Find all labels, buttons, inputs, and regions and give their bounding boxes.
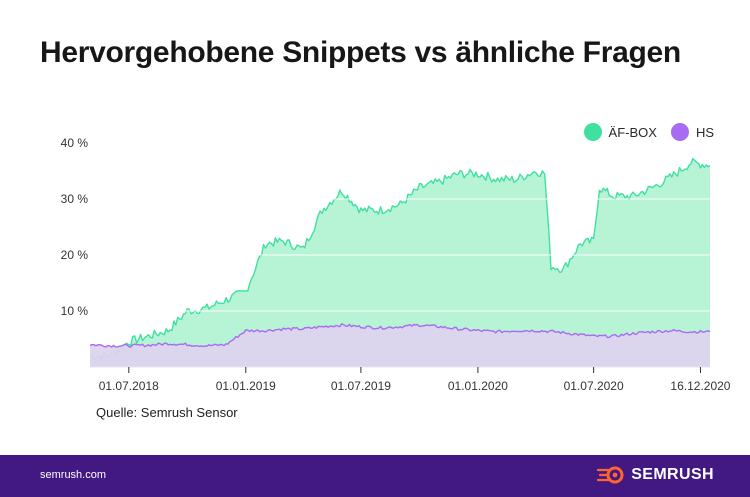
legend-label-fs: HS xyxy=(695,124,714,140)
legend-label-paa: ÄF-BOX xyxy=(608,124,657,140)
y-tick-label: 40 % xyxy=(61,136,89,150)
x-tick-label: 16.12.2020 xyxy=(670,379,730,393)
legend-item-paa[interactable]: ÄF-BOX xyxy=(583,123,657,141)
semrush-flame-icon xyxy=(597,466,624,484)
y-axis: 10 % 20 % 30 % 40 % xyxy=(61,136,89,318)
y-tick-label: 10 % xyxy=(61,304,89,318)
logo-text: SEMRUSH xyxy=(631,466,714,483)
x-tick-label: 01.07.2018 xyxy=(99,379,159,393)
footer-bar: semrush.com SEMRUSH xyxy=(0,455,750,497)
legend-item-fs[interactable]: HS xyxy=(670,123,714,141)
x-tick-label: 01.07.2019 xyxy=(331,379,391,393)
legend: ÄF-BOX HS xyxy=(583,123,714,141)
x-tick-label: 01.07.2020 xyxy=(564,379,624,393)
gridlines xyxy=(90,142,710,312)
chart-title: Hervorgehobene Snippets vs ähnliche Frag… xyxy=(40,36,681,69)
series-line-fs xyxy=(89,323,711,348)
footer-url[interactable]: semrush.com xyxy=(40,469,107,481)
plot-area xyxy=(89,157,711,367)
y-tick-label: 20 % xyxy=(61,248,89,262)
semrush-logo[interactable]: SEMRUSH xyxy=(597,465,714,485)
legend-swatch-fs xyxy=(670,123,689,141)
chart-canvas: 10 %20 %30 %40 % 01.07.2018 01.01.2019 01.… xyxy=(61,136,731,393)
x-tick-label: 01.01.2020 xyxy=(448,379,508,393)
y-tick-label: 30 % xyxy=(61,192,89,206)
legend-swatch-paa xyxy=(583,123,602,141)
area-fs xyxy=(90,323,710,367)
x-tick-label: 01.01.2019 xyxy=(216,379,276,393)
x-axis: 01.07.2018 01.01.2019 01.07.2019 01.01.2020… xyxy=(90,366,731,393)
area-paa xyxy=(90,158,710,367)
source-note: Quelle: Semrush Sensor xyxy=(96,405,238,420)
series-line-paa xyxy=(89,157,711,361)
